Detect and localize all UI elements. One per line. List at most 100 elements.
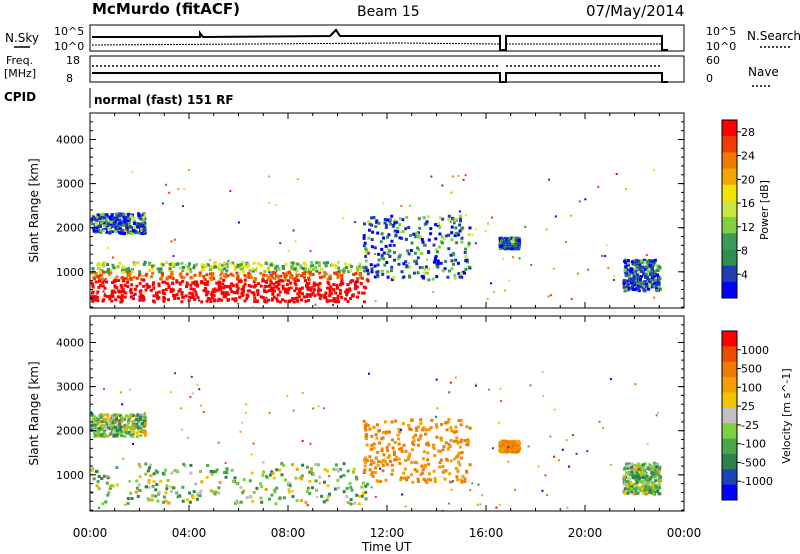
power-cell <box>108 297 112 301</box>
power-cell <box>622 279 626 282</box>
power-cell <box>269 281 273 285</box>
power-cell <box>247 271 251 275</box>
velocity-cell <box>404 449 408 453</box>
power-cell <box>123 295 127 299</box>
power-cell <box>165 183 168 186</box>
power-cell <box>146 285 150 289</box>
power-cell <box>217 266 220 270</box>
station-title: McMurdo (fitACF) <box>92 0 240 18</box>
power-cell <box>129 219 133 223</box>
velocity-cell <box>125 423 129 427</box>
velocity-cell <box>488 388 491 391</box>
velocity-cell <box>149 474 153 478</box>
velocity-cell <box>439 436 443 440</box>
velocity-cell <box>94 416 98 420</box>
power-cell <box>501 245 505 249</box>
power-cell <box>460 227 464 231</box>
power-cell <box>98 284 102 287</box>
power-cell <box>119 300 123 304</box>
power-cell <box>358 272 362 276</box>
power-cell <box>649 269 653 273</box>
power-cell <box>238 295 242 299</box>
velocity-cell <box>542 395 545 397</box>
velocity-cell <box>115 483 119 487</box>
velocity-cell <box>374 433 378 437</box>
power-cell <box>132 229 136 232</box>
power-cell <box>323 271 327 275</box>
power-cell <box>306 287 310 291</box>
velocity-cell <box>138 465 142 469</box>
power-cell <box>263 270 267 273</box>
velocity-cell <box>644 485 648 488</box>
power-cell <box>253 276 257 280</box>
power-cell <box>194 293 198 297</box>
power-cell <box>375 219 379 223</box>
power-cell <box>129 295 133 299</box>
velocity-cell <box>262 470 265 474</box>
power-cell <box>222 286 226 290</box>
power-cell <box>245 293 249 297</box>
velocity-cell <box>99 413 103 417</box>
power-cell <box>276 274 280 278</box>
velocity-cell <box>454 376 457 379</box>
power-cell <box>231 274 235 278</box>
velocity-cell <box>625 471 628 475</box>
power-cell <box>454 217 458 221</box>
power-cell <box>407 252 411 256</box>
velocity-cell <box>364 428 368 432</box>
velocity-cell <box>170 471 174 475</box>
velocity-cell <box>421 468 425 472</box>
power-cell <box>284 262 288 266</box>
power-cell <box>336 297 340 301</box>
power-cell <box>124 231 128 235</box>
velocity-cell <box>499 387 502 390</box>
velocity-cell <box>314 462 318 466</box>
velocity-cell <box>479 503 482 506</box>
velocity-cell <box>175 491 178 493</box>
power-cell <box>446 275 450 279</box>
velocity-cell <box>374 466 378 470</box>
power-cell <box>202 289 206 292</box>
power-cell <box>193 297 197 301</box>
power-cell <box>196 296 200 300</box>
power-cell <box>100 213 104 216</box>
velocity-cell <box>116 421 120 425</box>
power-cell <box>111 230 114 233</box>
velocity-cell <box>366 423 370 427</box>
velocity-cell <box>498 421 501 424</box>
power-cell <box>407 262 410 265</box>
power-cell <box>214 289 218 293</box>
power-cell <box>243 278 247 282</box>
power-colorbar-tick-label: 24 <box>741 150 755 163</box>
power-cell <box>120 285 124 289</box>
power-cell <box>247 263 251 267</box>
velocity-cell <box>197 492 201 495</box>
power-cell <box>420 266 424 269</box>
power-cell <box>151 283 155 287</box>
velocity-cell <box>209 469 213 473</box>
power-colorbar-swatch <box>722 281 737 299</box>
power-cell <box>205 273 209 277</box>
power-cell <box>383 221 387 225</box>
power-cell <box>220 271 224 275</box>
power-cell <box>386 251 390 255</box>
velocity-colorbar-tick-label: 1000 <box>741 344 769 357</box>
velocity-cell <box>342 474 346 477</box>
power-cell <box>157 296 161 300</box>
power-cell <box>648 285 651 289</box>
velocity-cell <box>627 470 631 474</box>
velocity-cell <box>124 503 127 506</box>
power-cell <box>128 271 132 275</box>
velocity-cell <box>655 463 659 467</box>
velocity-cell <box>415 469 419 473</box>
power-cell <box>212 277 216 281</box>
velocity-cell <box>306 486 310 490</box>
power-cell <box>443 267 447 271</box>
power-cell <box>384 226 388 229</box>
power-cell <box>374 253 377 256</box>
power-cell <box>381 272 385 276</box>
velocity-cell <box>658 492 662 496</box>
velocity-cell <box>426 458 430 462</box>
power-cell <box>304 299 308 303</box>
velocity-cell <box>104 422 108 426</box>
